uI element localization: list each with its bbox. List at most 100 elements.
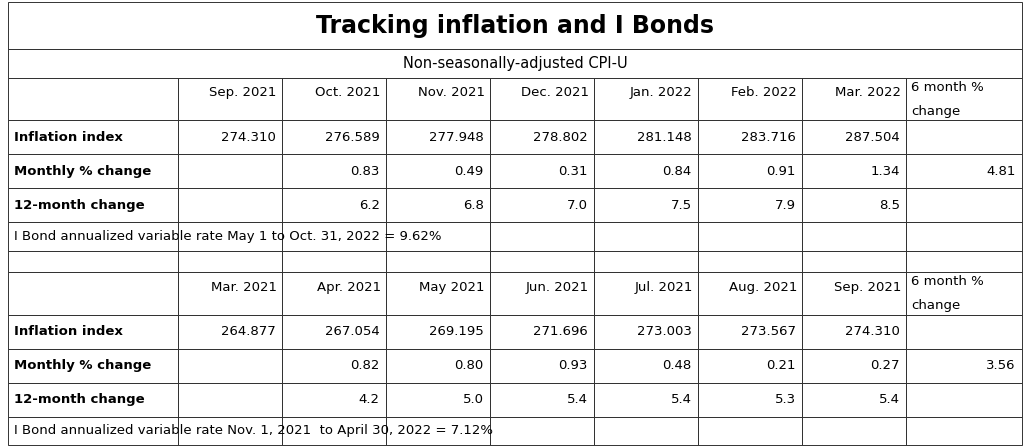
Text: Inflation index: Inflation index [14,131,123,144]
Text: 278.802: 278.802 [534,131,588,144]
Bar [178,383,282,417]
Bar [178,154,282,189]
Bar [489,417,594,445]
Text: 0.84: 0.84 [663,165,692,178]
Text: 271.696: 271.696 [534,325,588,338]
Bar [594,383,698,417]
Bar [698,251,802,272]
Text: 274.310: 274.310 [221,131,275,144]
Bar [594,272,698,315]
Text: 273.567: 273.567 [741,325,796,338]
Text: 8.5: 8.5 [879,199,900,212]
Bar [698,417,802,445]
Bar [8,78,178,120]
Bar [802,251,906,272]
Bar [489,272,594,315]
Text: 5.4: 5.4 [671,393,692,406]
Text: 277.948: 277.948 [429,131,483,144]
Bar [386,154,489,189]
Bar [8,315,178,349]
Text: 5.4: 5.4 [566,393,588,406]
Bar [386,315,489,349]
Text: I Bond annualized variable rate Nov. 1, 2021  to April 30, 2022 = 7.12%: I Bond annualized variable rate Nov. 1, … [14,425,494,438]
Bar [594,349,698,383]
Text: Inflation index: Inflation index [14,325,123,338]
Text: change: change [911,299,961,312]
Bar [698,383,802,417]
Bar [906,154,1022,189]
Bar [489,189,594,223]
Bar [386,78,489,120]
Bar [802,417,906,445]
Text: 0.49: 0.49 [455,165,483,178]
Bar [698,349,802,383]
Bar [906,272,1022,315]
Bar [594,251,698,272]
Text: 0.93: 0.93 [558,359,588,372]
Bar [802,154,906,189]
Bar [178,417,282,445]
Text: Oct. 2021: Oct. 2021 [315,86,381,99]
Text: Mar. 2021: Mar. 2021 [211,281,276,293]
Bar [386,272,489,315]
Bar [282,154,386,189]
Text: change: change [911,104,961,118]
Bar [594,315,698,349]
Bar [386,251,489,272]
Text: 274.310: 274.310 [845,325,900,338]
Bar [178,120,282,154]
Text: 5.0: 5.0 [463,393,483,406]
Bar [386,189,489,223]
Text: 269.195: 269.195 [429,325,483,338]
Bar [386,383,489,417]
Bar [906,223,1022,251]
Text: 0.21: 0.21 [766,359,796,372]
Text: 6.2: 6.2 [358,199,380,212]
Bar [8,223,178,251]
Text: Jul. 2021: Jul. 2021 [635,281,693,293]
Text: 1.34: 1.34 [870,165,900,178]
Bar [906,383,1022,417]
Text: 281.148: 281.148 [637,131,692,144]
Bar [802,120,906,154]
Text: Jun. 2021: Jun. 2021 [525,281,589,293]
Text: Feb. 2022: Feb. 2022 [731,86,797,99]
Text: 0.83: 0.83 [350,165,380,178]
Text: 7.0: 7.0 [566,199,588,212]
Text: 276.589: 276.589 [325,131,380,144]
Bar [8,154,178,189]
Text: 4.81: 4.81 [986,165,1016,178]
Text: 6 month %: 6 month % [911,275,984,288]
Bar [282,189,386,223]
Text: 0.80: 0.80 [455,359,483,372]
Text: May 2021: May 2021 [419,281,484,293]
Bar [906,189,1022,223]
Bar [178,223,282,251]
Bar [594,223,698,251]
Text: 264.877: 264.877 [221,325,275,338]
Bar [8,50,1022,78]
Text: 4.2: 4.2 [358,393,380,406]
Text: Apr. 2021: Apr. 2021 [316,281,381,293]
Bar [282,251,386,272]
Text: Monthly % change: Monthly % change [14,359,152,372]
Text: 287.504: 287.504 [845,131,900,144]
Text: 7.5: 7.5 [671,199,692,212]
Bar [698,78,802,120]
Bar [8,383,178,417]
Bar [594,417,698,445]
Bar [8,120,178,154]
Text: Non-seasonally-adjusted CPI-U: Non-seasonally-adjusted CPI-U [402,56,628,71]
Bar [906,349,1022,383]
Text: 273.003: 273.003 [637,325,692,338]
Bar [178,349,282,383]
Bar [802,78,906,120]
Text: 0.91: 0.91 [767,165,796,178]
Text: Jan. 2022: Jan. 2022 [630,86,693,99]
Bar [386,349,489,383]
Bar [489,383,594,417]
Bar [594,120,698,154]
Bar [489,251,594,272]
Bar [178,189,282,223]
Bar [906,417,1022,445]
